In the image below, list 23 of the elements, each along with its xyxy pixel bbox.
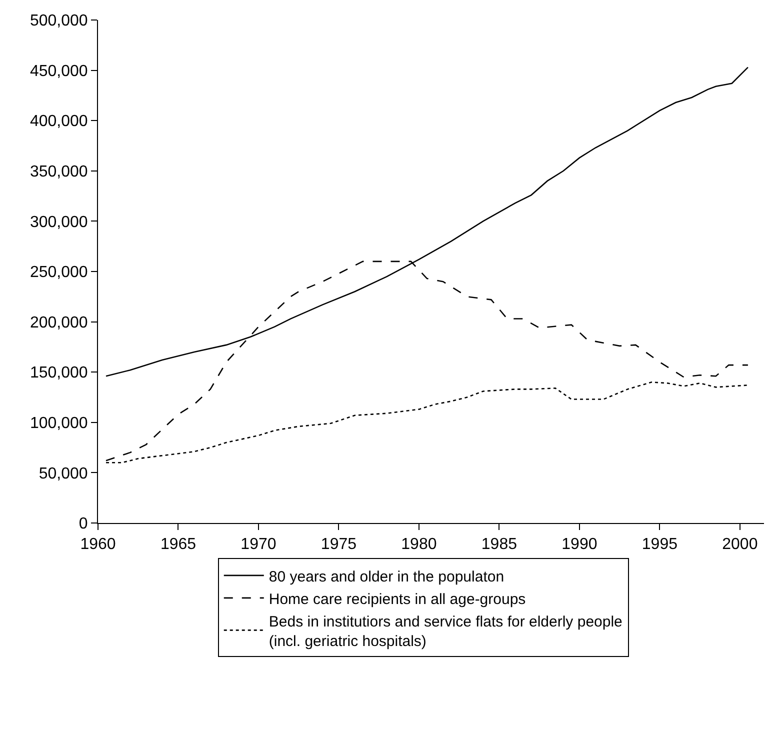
legend-label: Beds in institutiors and service flats for elderly people (incl. geriatric hospitals) bbox=[268, 613, 622, 650]
x-tick-label: 1995 bbox=[642, 536, 678, 554]
y-tick-label: 100,000 bbox=[30, 415, 88, 432]
y-tick-label: 400,000 bbox=[30, 113, 88, 130]
x-tick-label: 1990 bbox=[562, 536, 598, 554]
y-tick-label: 0 bbox=[78, 516, 88, 533]
y-tick-label: 250,000 bbox=[30, 264, 88, 282]
y-tick-label: 200,000 bbox=[30, 314, 88, 332]
x-tick-label: 1965 bbox=[160, 536, 196, 554]
y-tick-label: 150,000 bbox=[30, 364, 88, 382]
x-tick-label: 1975 bbox=[320, 536, 357, 554]
x-tick-label: 1960 bbox=[80, 536, 116, 554]
y-tick-label: 450,000 bbox=[30, 62, 88, 80]
x-tick-label: 1980 bbox=[401, 536, 437, 554]
y-tick-label: 350,000 bbox=[30, 164, 88, 180]
legend-label: 80 years and older in the populaton bbox=[268, 568, 504, 586]
x-tick-label: 2000 bbox=[722, 536, 758, 554]
legend-label: Home care recipients in all age-groups bbox=[268, 590, 526, 608]
y-tick-label: 50,000 bbox=[38, 465, 88, 482]
x-tick-label: 1985 bbox=[481, 536, 518, 554]
y-tick-label: 500,000 bbox=[30, 12, 88, 30]
x-tick-label: 1970 bbox=[240, 536, 276, 554]
y-tick-label: 300,000 bbox=[30, 214, 88, 231]
